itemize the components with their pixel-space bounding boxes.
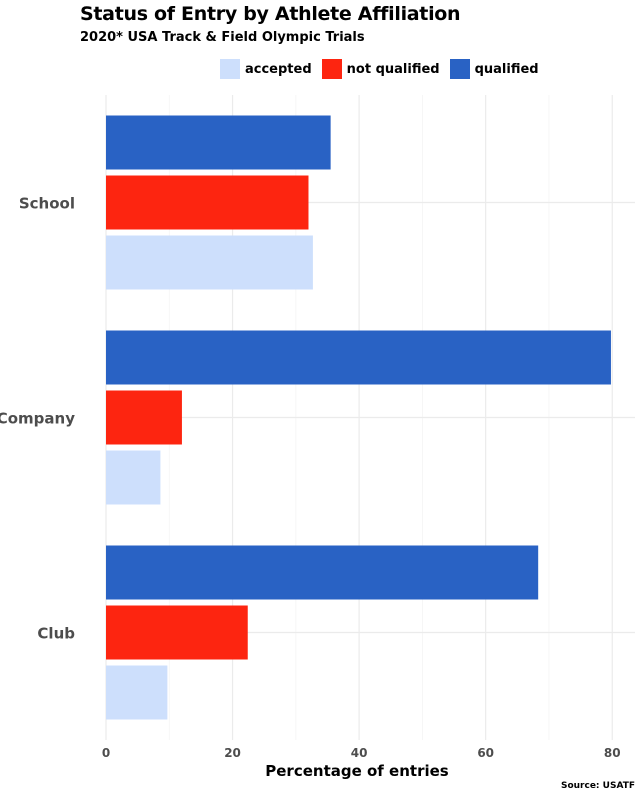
legend-item-qualified: qualified: [449, 59, 539, 79]
legend-label: accepted: [245, 61, 312, 77]
y-tick-label: Club: [37, 625, 75, 643]
y-tick-label: Company: [0, 410, 75, 428]
legend-item-not-qualified: not qualified: [321, 59, 440, 79]
y-tick-label: School: [19, 195, 75, 213]
x-axis-title: Percentage of entries: [265, 762, 449, 780]
legend-label: qualified: [474, 61, 539, 77]
bar-company-not-qualified: [106, 390, 182, 445]
bar-school-qualified: [106, 115, 331, 170]
axis-labels: School Company Club 0 20 40 60 80: [0, 195, 621, 761]
legend-swatch: [321, 59, 342, 79]
x-tick-label: 80: [604, 746, 621, 760]
legend: accepted not qualified qualified: [220, 59, 549, 79]
bar-club-accepted: [106, 665, 168, 720]
legend-item-accepted: accepted: [220, 59, 312, 79]
x-tick-label: 40: [351, 746, 368, 760]
bar-club-qualified: [106, 545, 539, 600]
legend-swatch: [220, 59, 240, 79]
legend-label: not qualified: [346, 61, 440, 77]
source-note: Source: USATF: [560, 781, 635, 791]
x-tick-label: 20: [224, 746, 241, 760]
chart-title: Status of Entry by Athlete Affiliation: [80, 3, 461, 25]
bars: [106, 115, 611, 720]
x-tick-label: 0: [102, 746, 110, 760]
legend-swatch: [449, 59, 470, 79]
x-tick-label: 60: [477, 746, 494, 760]
bar-school-accepted: [106, 235, 313, 290]
bar-company-accepted: [106, 450, 161, 505]
bar-club-not-qualified: [106, 605, 248, 660]
bar-company-qualified: [106, 330, 611, 385]
chart-subtitle: 2020* USA Track & Field Olympic Trials: [80, 30, 365, 45]
bar-school-not-qualified: [106, 175, 309, 230]
